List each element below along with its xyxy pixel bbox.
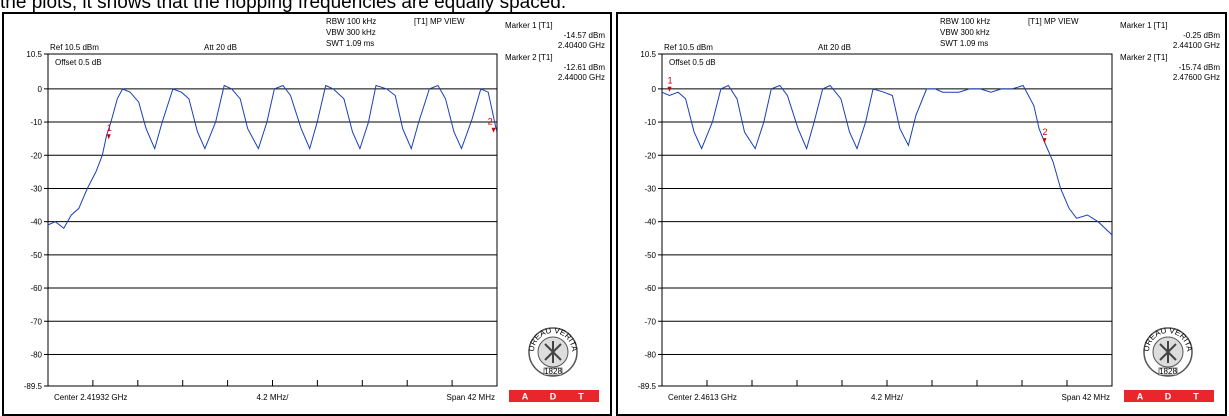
spectrum-plot-right: RBW 100 kHz VBW 300 kHz SWT 1.09 ms [T1] MP… — [618, 14, 1221, 402]
marker-symbol — [106, 134, 111, 140]
y-tick-label: -70 — [30, 317, 42, 326]
marker-readout-freq: 2.47600 GHz — [1173, 73, 1220, 82]
marker-number-label: 1 — [668, 76, 673, 86]
y-tick-label: -80 — [30, 350, 42, 359]
y-tick-label: 10.5 — [640, 50, 656, 59]
adt-logo-letter: D — [1165, 392, 1172, 402]
header-swt: SWT 1.09 ms — [326, 39, 374, 48]
y-tick-label: 0 — [652, 85, 657, 94]
marker-readout-level: -15.74 dBm — [1179, 63, 1221, 72]
y-tick-label: -40 — [644, 218, 656, 227]
marker-readout-freq: 2.44000 GHz — [558, 73, 605, 82]
header-ref: Ref 10.5 dBm — [664, 43, 713, 52]
header-swt: SWT 1.09 ms — [940, 39, 988, 48]
x-division-label: 4.2 MHz/ — [871, 393, 904, 402]
y-tick-label: -50 — [30, 251, 42, 260]
offset-label: Offset 0.5 dB — [55, 58, 102, 67]
x-span-label: Span 42 MHz — [1062, 393, 1110, 402]
spectrum-plot-left: RBW 100 kHz VBW 300 kHz SWT 1.09 ms [T1] MP… — [4, 14, 606, 402]
marker-readout-title: Marker 1 [T1] — [505, 21, 553, 30]
header-vbw: VBW 300 kHz — [940, 28, 990, 37]
y-tick-label: -30 — [644, 184, 656, 193]
header-view: [T1] MP VIEW — [414, 17, 465, 26]
y-tick-label: -70 — [644, 317, 656, 326]
x-center-label: Center 2.41932 GHz — [54, 393, 127, 402]
x-center-label: Center 2.4613 GHz — [668, 393, 737, 402]
marker-readout-title: Marker 2 [T1] — [1120, 53, 1168, 62]
marker-readout-level: -14.57 dBm — [564, 31, 606, 40]
y-tick-label: -50 — [644, 251, 656, 260]
header-att: Att 20 dB — [818, 43, 851, 52]
y-tick-label: -89.5 — [638, 382, 657, 391]
adt-logo-bar — [1124, 390, 1214, 402]
marker-number-label: 2 — [1043, 127, 1048, 137]
spectrum-trace — [47, 84, 498, 230]
y-tick-label: 10.5 — [26, 50, 42, 59]
logo-year: 1828 — [1159, 367, 1177, 376]
y-tick-label: -20 — [30, 151, 42, 160]
adt-logo-letter: T — [578, 392, 584, 402]
logo-seal-emblem — [1159, 341, 1177, 363]
adt-logo-letter: D — [550, 392, 557, 402]
y-tick-label: -10 — [30, 118, 42, 127]
header-vbw: VBW 300 kHz — [326, 28, 376, 37]
marker-readout-freq: 2.40400 GHz — [558, 41, 605, 50]
spectrum-plot-panel-left: RBW 100 kHz VBW 300 kHz SWT 1.09 ms [T1] MP… — [2, 12, 612, 416]
marker-number-label: 1 — [107, 123, 112, 133]
header-ref: Ref 10.5 dBm — [50, 43, 99, 52]
y-tick-label: -10 — [644, 118, 656, 127]
header-rbw: RBW 100 kHz — [326, 17, 376, 26]
logo-year-box — [1158, 367, 1178, 376]
spectrum-plot-panel-right: RBW 100 kHz VBW 300 kHz SWT 1.09 ms [T1] MP… — [616, 12, 1227, 416]
y-tick-label: -20 — [644, 151, 656, 160]
header-view: [T1] MP VIEW — [1028, 17, 1079, 26]
y-tick-label: -30 — [30, 184, 42, 193]
y-tick-label: -89.5 — [24, 382, 43, 391]
marker-readout-level: -12.61 dBm — [564, 63, 606, 72]
marker-number-label: 2 — [488, 117, 493, 127]
y-tick-label: -60 — [30, 284, 42, 293]
y-tick-label: -40 — [30, 218, 42, 227]
header-att: Att 20 dB — [204, 43, 237, 52]
adt-logo-letter: A — [1137, 392, 1144, 402]
caption-text: the plots, it shows that the hopping fre… — [0, 0, 567, 13]
marker-symbol — [491, 127, 496, 133]
logo-seal-emblem — [544, 341, 562, 363]
marker-readout-level: -0.25 dBm — [1183, 31, 1220, 40]
adt-logo-letter: A — [522, 392, 529, 402]
header-rbw: RBW 100 kHz — [940, 17, 990, 26]
y-tick-label: -80 — [644, 350, 656, 359]
marker-readout-title: Marker 2 [T1] — [505, 53, 553, 62]
logo-year-box — [543, 367, 563, 376]
offset-label: Offset 0.5 dB — [669, 58, 716, 67]
x-division-label: 4.2 MHz/ — [256, 393, 289, 402]
spectrum-trace — [661, 84, 1113, 236]
adt-logo-bar — [509, 390, 599, 402]
plot-frame — [661, 53, 1113, 387]
marker-symbol — [667, 86, 672, 92]
x-span-label: Span 42 MHz — [447, 393, 495, 402]
marker-readout-freq: 2.44100 GHz — [1173, 41, 1220, 50]
marker-symbol — [1042, 138, 1047, 144]
adt-logo-letter: T — [1193, 392, 1199, 402]
y-tick-label: -60 — [644, 284, 656, 293]
marker-readout-title: Marker 1 [T1] — [1120, 21, 1168, 30]
logo-year: 1828 — [544, 367, 562, 376]
y-tick-label: 0 — [38, 85, 43, 94]
plot-frame — [47, 53, 498, 387]
